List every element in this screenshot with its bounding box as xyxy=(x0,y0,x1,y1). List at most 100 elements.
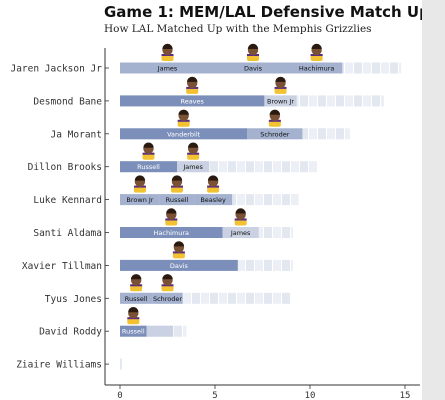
total-bar-stripe xyxy=(282,161,290,173)
total-bar-stripe xyxy=(228,161,236,173)
total-bar-stripe xyxy=(219,292,227,304)
total-bar-stripe xyxy=(381,95,385,107)
total-bar-stripe xyxy=(354,62,362,74)
total-bar-stripe xyxy=(390,62,398,74)
total-bar-stripe xyxy=(399,62,402,74)
total-bar-stripe xyxy=(255,161,263,173)
total-bar-stripe xyxy=(255,292,263,304)
row-label: Jaren Jackson Jr xyxy=(10,64,102,75)
total-bar-stripe xyxy=(345,95,353,107)
defender-segment: Schroder xyxy=(152,274,183,304)
defender-avatar xyxy=(177,109,190,127)
defender-segment: Vanderbilt xyxy=(120,109,248,140)
defender-avatar xyxy=(207,175,220,193)
total-bar-stripe xyxy=(120,358,122,370)
defender-segment: James xyxy=(177,142,210,173)
row-label: Luke Kennard xyxy=(33,195,102,206)
player-row: David Roddy Russell xyxy=(39,307,187,338)
total-bar-stripe xyxy=(300,161,308,173)
total-bar-stripe xyxy=(282,194,290,206)
total-bar-stripe xyxy=(372,62,380,74)
defender-label: Russell xyxy=(137,163,160,171)
total-bar-stripe xyxy=(264,194,272,206)
total-bar-stripe xyxy=(255,194,263,206)
segment-bar xyxy=(120,161,177,173)
player-row: Ja Morant Vanderbilt Schroder xyxy=(51,109,350,140)
total-bar-stripe xyxy=(300,128,308,140)
defender-segment: Brown Jr xyxy=(264,76,297,107)
defender-avatar xyxy=(130,274,143,292)
defender-label: Beasley xyxy=(200,196,226,204)
defender-segment: Russell xyxy=(120,142,177,173)
player-row: Santi Aldama Hachimura James xyxy=(33,208,293,239)
total-bar-stripe xyxy=(273,161,281,173)
total-bar-stripe xyxy=(210,292,218,304)
total-bar-stripe xyxy=(264,227,272,238)
defender-segment: Beasley xyxy=(194,175,233,206)
total-bar-stripe xyxy=(291,259,293,271)
defender-avatar xyxy=(127,307,140,325)
total-bar-stripe xyxy=(336,128,344,140)
row-label: Dillon Brooks xyxy=(28,162,102,173)
total-bar-stripe xyxy=(282,292,290,304)
total-bar-stripe xyxy=(273,292,281,304)
row-label: Xavier Tillman xyxy=(22,261,102,272)
row-label: Tyus Jones xyxy=(45,294,102,305)
player-row: Dillon Brooks Russell James xyxy=(28,142,317,173)
row-label: Ja Morant xyxy=(51,129,102,140)
defender-label: Russell xyxy=(125,295,148,303)
total-bar-stripe xyxy=(183,292,191,304)
total-bar-stripe xyxy=(264,292,272,304)
segment-bar xyxy=(264,95,297,107)
defender-segment: Russell xyxy=(120,274,153,304)
defender-segment: Reaves xyxy=(120,76,265,107)
defender-segment: Russell xyxy=(120,307,147,337)
total-bar-stripe xyxy=(183,325,187,337)
total-bar-stripe xyxy=(300,95,308,107)
player-row: Desmond Bane Reaves Brown Jr xyxy=(33,76,385,107)
total-bar-stripe xyxy=(282,259,290,271)
segment-bar xyxy=(120,194,160,206)
defender-avatar xyxy=(161,274,174,292)
total-bar-stripe xyxy=(237,292,245,304)
defender-avatar xyxy=(171,175,183,193)
segment-bar xyxy=(194,194,233,206)
total-bar-stripe xyxy=(309,161,317,173)
row-label: Desmond Bane xyxy=(33,96,102,107)
segment-bar xyxy=(146,325,174,337)
segment-bar xyxy=(247,128,303,140)
player-row: Luke Kennard Brown Jr Russell Beasley xyxy=(33,175,299,206)
defender-avatar xyxy=(172,241,185,259)
x-tick-label: 15 xyxy=(400,391,411,400)
total-bar-stripe xyxy=(363,95,371,107)
chart-title: Game 1: MEM/LAL Defensive Match Ups xyxy=(104,3,439,21)
hair-icon xyxy=(166,208,177,214)
defender-avatar xyxy=(142,142,155,160)
hair-icon xyxy=(311,43,322,49)
total-bar-stripe xyxy=(363,62,371,74)
total-bar-stripe xyxy=(273,259,281,271)
total-bar-stripe xyxy=(318,95,326,107)
total-bar-stripe xyxy=(345,128,350,140)
defender-avatar xyxy=(247,43,259,61)
hair-icon xyxy=(162,274,173,280)
segment-bar xyxy=(120,259,238,271)
defender-label: Russell xyxy=(166,196,189,204)
total-bar-stripe xyxy=(327,95,335,107)
x-tick-label: 10 xyxy=(305,391,316,400)
segment-bar xyxy=(152,292,183,304)
total-bar-stripe xyxy=(327,128,335,140)
total-bar-stripe xyxy=(237,161,245,173)
defender-avatar xyxy=(165,208,178,226)
defender-avatar xyxy=(133,175,146,193)
player-row: Tyus Jones Russell Schroder xyxy=(45,274,290,305)
total-bar-stripe xyxy=(381,62,389,74)
defender-segment: James xyxy=(222,208,259,238)
chart-subtitle: How LAL Matched Up with the Memphis Griz… xyxy=(104,23,372,35)
hair-icon xyxy=(171,175,183,181)
total-bar-stripe xyxy=(309,128,317,140)
hair-icon xyxy=(130,274,142,280)
hair-icon xyxy=(162,43,173,49)
total-bar-stripe xyxy=(291,194,299,206)
